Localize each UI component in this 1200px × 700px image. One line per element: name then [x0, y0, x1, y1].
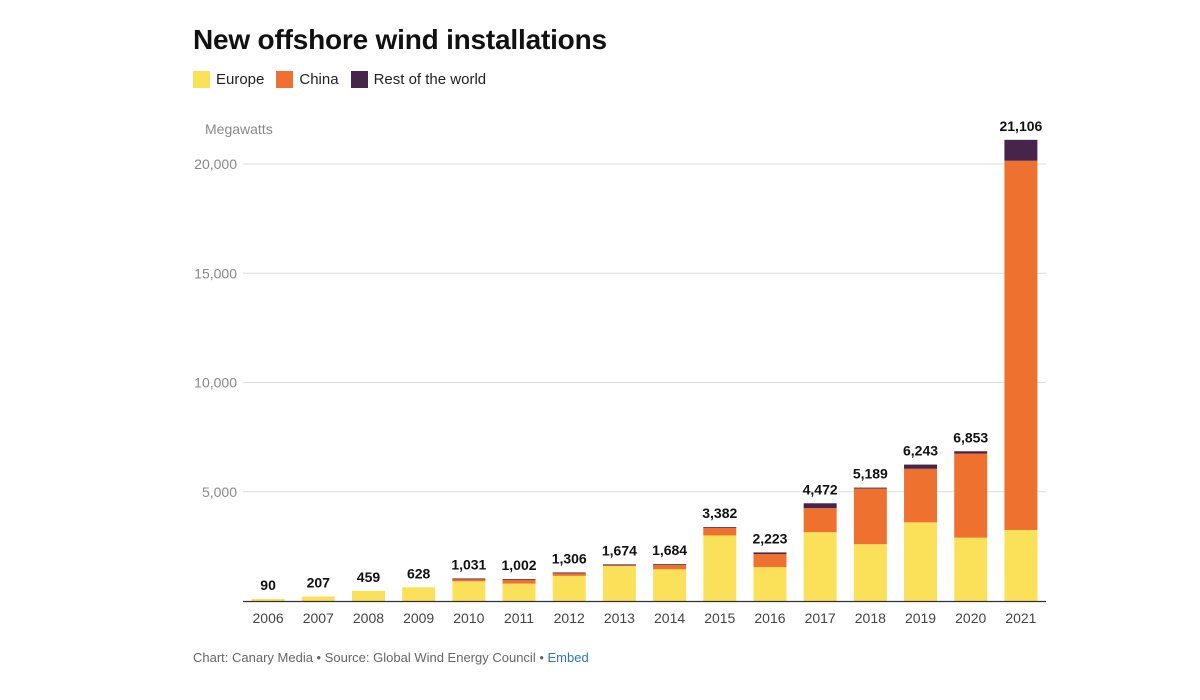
bar-segment: [1004, 139, 1038, 161]
x-tick-label: 2021: [1005, 610, 1036, 626]
legend-label-china: China: [299, 71, 339, 88]
y-tick-label: 10,000: [194, 375, 237, 391]
x-tick-label: 2017: [805, 610, 836, 626]
bar-segment: [552, 575, 586, 601]
total-data-label: 5,189: [853, 466, 888, 482]
x-tick-label: 2013: [604, 610, 635, 626]
y-axis-label: Megawatts: [205, 121, 273, 137]
chart-title: New offshore wind installations: [193, 24, 607, 55]
bar-segment: [301, 596, 335, 601]
bar-segment: [502, 579, 536, 580]
x-tick-label: 2019: [905, 610, 936, 626]
total-data-label: 207: [307, 574, 331, 590]
bar-segment: [653, 564, 687, 570]
legend-item-china: China: [276, 71, 339, 88]
bar-segment: [1004, 529, 1038, 601]
legend-swatch-rest-of-world: [350, 71, 368, 88]
bar-segment: [452, 578, 486, 580]
total-data-label: 459: [357, 569, 381, 585]
bar-segment: [703, 527, 737, 536]
total-data-label: 3,382: [702, 505, 737, 521]
bar-segment: [552, 572, 586, 574]
total-data-label: 1,306: [552, 550, 587, 566]
bar-segment: [904, 468, 938, 523]
bar-segment: [653, 564, 687, 566]
total-data-label: 628: [407, 565, 431, 581]
x-tick-label: 2020: [955, 610, 986, 626]
footer-credit: Chart: Canary Media • Source: Global Win…: [193, 650, 548, 665]
y-tick-label: 20,000: [194, 156, 237, 172]
x-tick-label: 2012: [554, 610, 585, 626]
bar-segment: [602, 564, 636, 567]
bar-segment: [803, 503, 837, 509]
bar-segment: [954, 453, 988, 538]
bar-segment: [703, 527, 737, 528]
bar-segment: [402, 587, 436, 601]
x-tick-label: 2016: [754, 610, 785, 626]
x-tick-label: 2007: [303, 610, 334, 626]
bar-segment: [1004, 160, 1038, 530]
bar-segment: [602, 566, 636, 601]
bar-segment: [904, 522, 938, 601]
y-tick-label: 15,000: [194, 265, 237, 281]
bar-segment: [351, 590, 385, 601]
embed-link[interactable]: Embed: [547, 650, 589, 665]
legend-swatch-china: [276, 71, 294, 88]
total-data-label: 4,472: [803, 481, 838, 497]
total-data-label: 1,674: [602, 542, 637, 558]
legend-label-europe: Europe: [216, 71, 265, 88]
x-tick-label: 2010: [453, 610, 484, 626]
x-tick-label: 2009: [403, 610, 434, 626]
x-tick-label: 2015: [704, 610, 735, 626]
x-tick-label: 2008: [353, 610, 384, 626]
x-tick-label: 2011: [504, 610, 534, 626]
bar-segment: [853, 488, 887, 545]
bar-segment: [753, 554, 787, 568]
total-data-label: 21,106: [999, 118, 1042, 134]
bar-segment: [552, 572, 586, 576]
x-tick-label: 2018: [855, 610, 886, 626]
bar-segment: [753, 552, 787, 555]
legend-item-europe: Europe: [193, 71, 264, 88]
legend-label-rest-of-world: Rest of the world: [373, 71, 487, 88]
bar-segment: [803, 508, 837, 533]
bar-segment: [803, 532, 837, 601]
bar-segment: [853, 544, 887, 601]
y-tick-label: 5,000: [202, 484, 237, 500]
bar-segment: [954, 537, 988, 601]
total-data-label: 2,223: [752, 530, 787, 546]
bar-segment: [653, 569, 687, 601]
legend-swatch-europe: [193, 71, 210, 88]
bar-segment: [251, 599, 285, 601]
x-tick-label: 2014: [654, 610, 685, 626]
total-data-label: 1,031: [451, 556, 486, 572]
total-data-label: 1,002: [502, 557, 537, 573]
total-data-label: 90: [260, 577, 276, 593]
bar-segment: [502, 579, 536, 584]
legend-item-rest-of-world: Rest of the world: [350, 71, 487, 88]
bar-segment: [602, 564, 636, 566]
x-tick-label: 2006: [253, 610, 284, 626]
bar-segment: [452, 581, 486, 601]
bar-segment: [703, 535, 737, 601]
total-data-label: 1,684: [652, 542, 687, 558]
total-data-label: 6,853: [953, 429, 988, 445]
bar-segment: [452, 578, 486, 582]
legend: Europe China Rest of the world: [193, 71, 498, 88]
bar-segment: [502, 583, 536, 601]
bar-segment: [904, 464, 938, 469]
bar-segment: [853, 487, 887, 489]
bar-segment: [753, 567, 787, 601]
chart-footer: Chart: Canary Media • Source: Global Win…: [193, 650, 589, 665]
total-data-label: 6,243: [903, 443, 938, 459]
bar-segment: [954, 451, 988, 454]
